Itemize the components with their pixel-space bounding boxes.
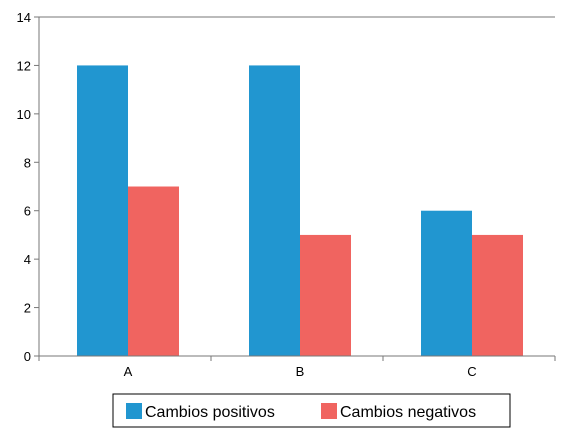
y-tick-label: 8 <box>24 155 31 170</box>
legend: Cambios positivos Cambios negativos <box>112 393 511 428</box>
bars-layer <box>77 65 523 356</box>
legend-swatch-series-1 <box>126 403 142 419</box>
bar-b-series-2 <box>300 234 351 356</box>
legend-box <box>112 393 511 428</box>
bar-a-series-2 <box>128 186 179 356</box>
y-tick-label: 4 <box>24 252 31 267</box>
legend-swatch-series-2 <box>321 403 337 419</box>
y-tick-label: 14 <box>17 10 31 25</box>
legend-label-series-2: Cambios negativos <box>340 404 476 421</box>
y-tick-label: 12 <box>17 58 31 73</box>
bar-c-series-1 <box>421 210 472 356</box>
x-tick-label: B <box>296 364 305 379</box>
y-tick-label: 0 <box>24 349 31 364</box>
y-tick-label: 6 <box>24 204 31 219</box>
legend-label-series-1: Cambios positivos <box>145 404 275 421</box>
axes-layer: 0 2 4 6 8 10 12 14 A B C <box>17 10 556 379</box>
bar-b-series-1 <box>249 65 300 356</box>
y-tick-label: 2 <box>24 301 31 316</box>
x-tick-label: A <box>124 364 133 379</box>
y-tick-label: 10 <box>17 107 31 122</box>
bar-c-series-2 <box>472 234 523 356</box>
bar-a-series-1 <box>77 65 128 356</box>
x-tick-label: C <box>467 364 476 379</box>
